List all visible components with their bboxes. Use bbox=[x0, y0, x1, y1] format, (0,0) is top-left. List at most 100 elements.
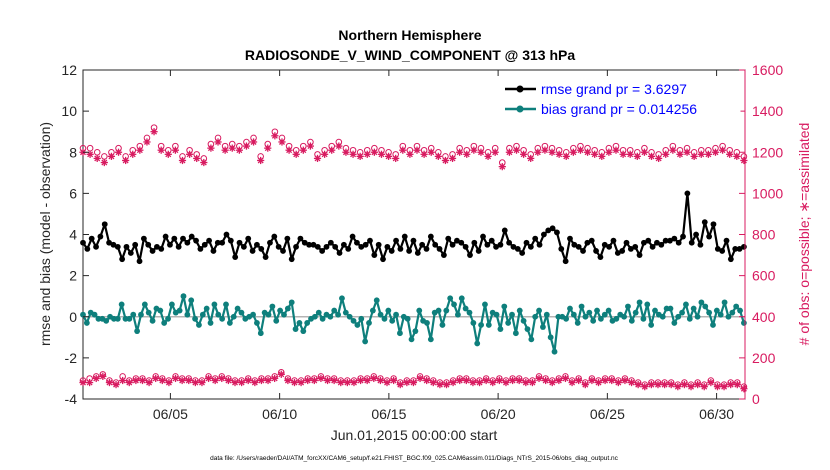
y-right-tick-label: 1600 bbox=[752, 62, 783, 78]
obs-assimilated-point bbox=[330, 376, 338, 385]
asterisk-stroke bbox=[229, 145, 236, 152]
asterisk-stroke bbox=[165, 379, 172, 386]
asterisk-stroke bbox=[463, 377, 470, 384]
obs-assimilated-point bbox=[370, 148, 378, 156]
bias-point bbox=[199, 311, 206, 318]
obs-assimilated-point bbox=[214, 138, 222, 146]
rmse-point bbox=[306, 241, 312, 248]
asterisk-stroke bbox=[428, 149, 435, 156]
obs-assimilated-point bbox=[612, 146, 620, 154]
asterisk-stroke bbox=[463, 151, 470, 158]
asterisk-stroke bbox=[549, 379, 556, 386]
obs-assimilated-point bbox=[561, 374, 570, 383]
bias-point bbox=[717, 311, 724, 318]
asterisk-stroke bbox=[513, 147, 520, 154]
asterisk-stroke bbox=[499, 163, 506, 170]
bias-point bbox=[462, 305, 469, 312]
bias-point bbox=[404, 315, 411, 322]
legend-bias-label: bias grand pr = 0.014256 bbox=[541, 101, 697, 117]
obs-assimilated-point bbox=[633, 152, 641, 160]
bias-point bbox=[223, 301, 229, 308]
bias-point bbox=[292, 326, 299, 332]
asterisk-stroke bbox=[115, 149, 122, 156]
bias-point bbox=[196, 322, 202, 328]
obs-assimilated-point bbox=[406, 150, 414, 158]
asterisk-stroke bbox=[317, 375, 324, 382]
rmse-point bbox=[388, 248, 395, 254]
bias-point bbox=[362, 338, 369, 345]
rmse-point bbox=[106, 239, 112, 246]
bias-point bbox=[586, 309, 593, 316]
asterisk-stroke bbox=[136, 147, 143, 154]
asterisk-stroke bbox=[101, 159, 108, 166]
bias-point bbox=[80, 311, 86, 318]
obs-assimilated-point bbox=[114, 148, 123, 156]
bias-point bbox=[234, 305, 241, 312]
rmse-point bbox=[214, 239, 221, 246]
rmse-point bbox=[571, 241, 578, 248]
rmse-point bbox=[414, 250, 421, 256]
rmse-point bbox=[175, 243, 182, 250]
x-axis-label: Jun.01,2015 00:00:00 start bbox=[331, 427, 498, 443]
asterisk-stroke bbox=[207, 145, 214, 152]
y-right-tick-label: 1400 bbox=[752, 103, 783, 119]
obs-assimilated-point bbox=[235, 146, 243, 154]
rmse-point bbox=[197, 245, 204, 252]
obs-assimilated-point bbox=[92, 374, 100, 383]
bias-point bbox=[281, 311, 287, 318]
bias-point bbox=[215, 311, 222, 318]
bias-point bbox=[632, 309, 639, 316]
bias-point bbox=[350, 317, 357, 324]
asterisk-stroke bbox=[470, 147, 477, 154]
y-right-tick-label: 400 bbox=[752, 309, 776, 325]
asterisk-stroke bbox=[126, 379, 133, 386]
rmse-point bbox=[340, 241, 347, 248]
obs-assimilated-point bbox=[158, 376, 166, 385]
rmse-point bbox=[245, 235, 252, 242]
rmse-point bbox=[336, 250, 343, 256]
obs-assimilated-point bbox=[555, 150, 563, 158]
bias-point bbox=[628, 317, 635, 324]
bias-point bbox=[192, 315, 198, 322]
bias-point bbox=[652, 307, 658, 314]
bias-point bbox=[594, 307, 600, 314]
asterisk-stroke bbox=[337, 379, 344, 386]
asterisk-stroke bbox=[435, 153, 442, 160]
obs-assimilated-point bbox=[244, 376, 252, 385]
rmse-point bbox=[697, 241, 704, 248]
obs-assimilated-point bbox=[591, 150, 599, 158]
bias-point bbox=[466, 309, 473, 316]
bias-point bbox=[455, 311, 461, 318]
asterisk-stroke bbox=[151, 128, 158, 135]
rmse-point bbox=[654, 239, 660, 246]
obs-assimilated-point bbox=[132, 376, 140, 385]
obs-assimilated-point bbox=[193, 154, 201, 163]
bias-point bbox=[366, 320, 372, 326]
asterisk-stroke bbox=[520, 151, 527, 158]
rmse-point bbox=[275, 243, 282, 250]
obs-assimilated-point bbox=[79, 378, 87, 387]
x-tick-label: 06/05 bbox=[153, 406, 188, 422]
rmse-point bbox=[488, 237, 495, 244]
asterisk-stroke bbox=[392, 155, 399, 162]
obs-assimilated-point bbox=[335, 142, 343, 150]
asterisk-stroke bbox=[591, 151, 598, 158]
obs-assimilated-point bbox=[621, 376, 629, 385]
chart-subtitle: RADIOSONDE_V_WIND_COMPONENT @ 313 hPa bbox=[245, 47, 575, 63]
rmse-point bbox=[184, 239, 191, 246]
rmse-point bbox=[206, 237, 212, 244]
obs-assimilated-point bbox=[119, 376, 127, 385]
asterisk-stroke bbox=[264, 145, 271, 152]
asterisk-stroke bbox=[122, 157, 129, 164]
asterisk-stroke bbox=[628, 379, 635, 386]
x-tick-label: 06/10 bbox=[262, 406, 297, 422]
obs-assimilated-point bbox=[200, 158, 208, 167]
bias-point bbox=[339, 295, 345, 302]
bias-point bbox=[536, 307, 542, 314]
obs-assimilated-point bbox=[310, 376, 318, 385]
asterisk-stroke bbox=[364, 151, 371, 158]
obs-assimilated-point bbox=[690, 152, 698, 160]
bias-line bbox=[82, 295, 745, 353]
rmse-point bbox=[358, 243, 365, 250]
y-left-tick-label: 12 bbox=[61, 62, 77, 78]
